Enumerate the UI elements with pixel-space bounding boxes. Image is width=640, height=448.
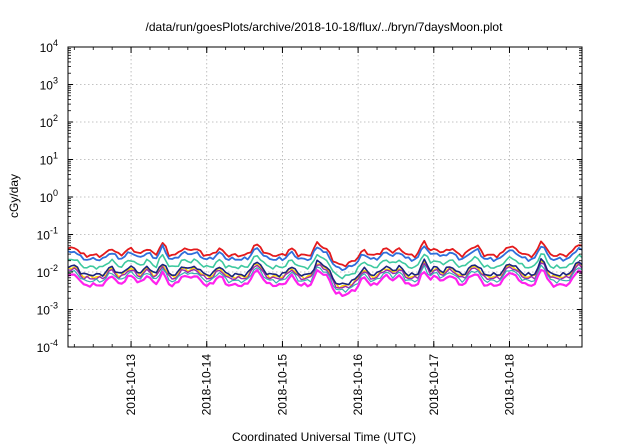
series-line: [67, 257, 583, 286]
y-tick-label: 102: [40, 113, 58, 130]
y-tick-base: 10: [37, 229, 51, 243]
x-tick-label: 2018-10-15: [275, 354, 289, 416]
y-tick-base: 10: [40, 41, 54, 55]
y-tick-label: 104: [40, 38, 58, 55]
y-tick-exponent: -2: [50, 263, 58, 273]
x-tick-label: 2018-10-17: [427, 354, 441, 416]
y-tick-base: 10: [37, 266, 51, 280]
y-tick-exponent: -4: [50, 338, 58, 348]
y-tick-exponent: 0: [53, 188, 58, 198]
x-tick-label: 2018-10-14: [200, 354, 214, 416]
y-tick-exponent: 2: [53, 113, 58, 123]
y-tick-label: 103: [40, 76, 58, 93]
x-tick-labels: 2018-10-13 2018-10-14 2018-10-15 2018-10-16…: [124, 354, 516, 416]
x-tick-label: 2018-10-18: [502, 354, 516, 416]
x-tick-label: 2018-10-16: [351, 354, 365, 416]
series-line: [67, 239, 583, 268]
series-line: [67, 264, 583, 293]
y-axis-label: cGy/day: [7, 174, 21, 218]
y-tick-exponent: -1: [50, 226, 58, 236]
y-tick-label: 10-4: [37, 338, 58, 355]
y-tick-exponent: 3: [53, 76, 58, 86]
y-tick-base: 10: [40, 191, 54, 205]
y-tick-label: 101: [40, 151, 58, 168]
y-tick-base: 10: [40, 116, 54, 130]
x-tick-label: 2018-10-13: [124, 354, 138, 416]
y-tick-base: 10: [37, 304, 51, 318]
y-tick-label: 10-1: [37, 226, 58, 243]
series-lines: [67, 239, 583, 297]
y-tick-base: 10: [40, 79, 54, 93]
chart-title: /data/run/goesPlots/archive/2018-10-18/f…: [146, 20, 504, 34]
series-line: [67, 244, 583, 272]
y-tick-base: 10: [40, 154, 54, 168]
y-tick-exponent: -3: [50, 301, 58, 311]
y-tick-label: 10-3: [37, 301, 58, 318]
y-tick-exponent: 1: [53, 151, 58, 161]
series-line: [67, 262, 583, 289]
y-tick-label: 10-2: [37, 263, 58, 280]
y-tick-exponent: 4: [53, 38, 58, 48]
axis-ticks: [68, 46, 582, 348]
series-line: [67, 268, 583, 297]
series-line: [67, 253, 583, 280]
x-axis-label: Coordinated Universal Time (UTC): [232, 430, 416, 444]
grid-lines: [68, 47, 582, 347]
y-tick-base: 10: [37, 341, 51, 355]
y-tick-label: 100: [40, 188, 58, 205]
